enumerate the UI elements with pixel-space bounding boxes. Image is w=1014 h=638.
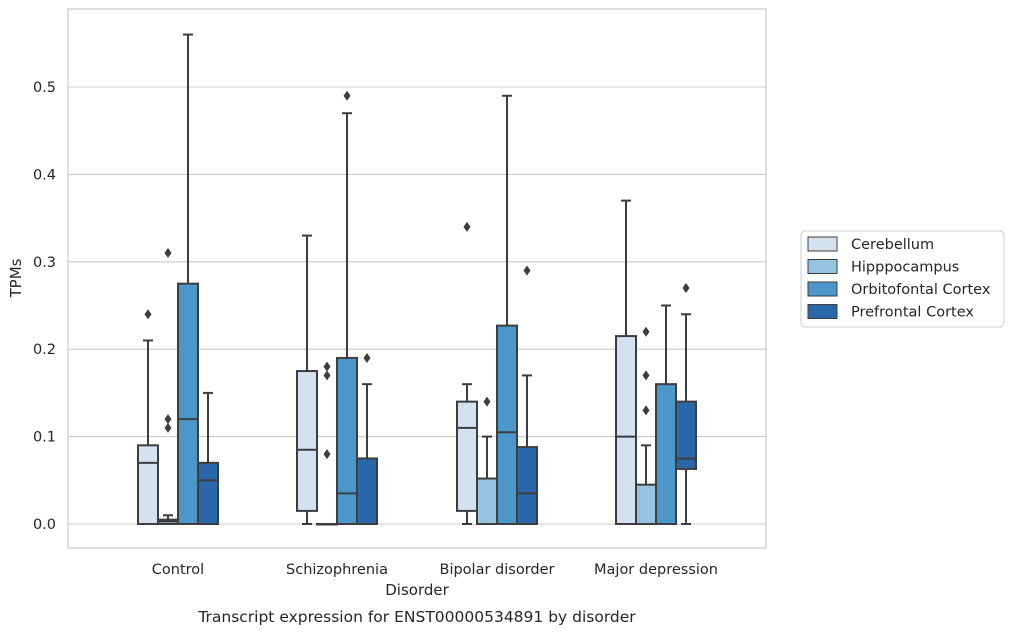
y-tick-labels: 0.0 0.1 0.2 0.3 0.4 0.5: [33, 80, 56, 533]
y-tick-label: 0.4: [33, 167, 56, 183]
x-tick-label: Schizophrenia: [286, 562, 388, 578]
legend-swatch: [807, 281, 838, 297]
box-orbitofontal-cortex-2: [496, 94, 518, 525]
outlier-point: [642, 370, 650, 381]
y-tick-label: 0.5: [33, 80, 56, 96]
outlier-point: [343, 90, 351, 101]
y-tick-label: 0.2: [33, 342, 56, 358]
outlier-point: [523, 265, 531, 276]
box-prefrontal-cortex-2: [516, 265, 538, 526]
outlier-point: [682, 283, 690, 294]
outlier-point: [144, 309, 152, 320]
box-body: [336, 356, 358, 525]
box-body: [197, 461, 219, 526]
legend-swatch: [807, 236, 838, 252]
legend-swatch: [807, 259, 838, 274]
box-body: [655, 383, 677, 525]
box-cerebellum-3: [615, 199, 637, 525]
box-body: [177, 282, 199, 525]
box-cerebellum-0: [137, 309, 159, 525]
legend: Cerebellum Hipppocampus Orbitofontal Corte…: [800, 230, 1005, 328]
outlier-point: [164, 422, 172, 433]
x-tick-label: Control: [152, 562, 204, 578]
box-body: [296, 370, 318, 512]
box-body: [635, 483, 657, 526]
legend-label: Cerebellum: [851, 237, 934, 253]
box-body: [137, 444, 159, 525]
outlier-point: [642, 326, 650, 337]
x-tick-labels: Control Schizophrenia Bipolar disorder Majo…: [152, 562, 718, 578]
outlier-point: [323, 361, 331, 372]
outlier-point: [164, 414, 172, 425]
box-orbitofontal-cortex-1: [336, 90, 358, 525]
outlier-point: [463, 221, 471, 232]
legend-label: Hipppocampus: [851, 260, 959, 276]
legend-swatch: [807, 304, 838, 319]
chart-caption: Transcript expression for ENST0000053489…: [197, 608, 636, 626]
y-tick-label: 0.3: [33, 255, 56, 271]
legend-frame: [800, 230, 1005, 328]
outlier-point: [483, 396, 491, 407]
box-body: [456, 400, 478, 512]
box-body: [516, 446, 538, 526]
box-body: [496, 324, 518, 525]
outlier-point: [164, 248, 172, 259]
box-body: [476, 477, 498, 525]
box-groups: [137, 33, 697, 526]
box-hipppocampus-2: [476, 396, 498, 525]
box-body: [675, 400, 697, 470]
outlier-point: [323, 370, 331, 381]
outlier-point: [363, 352, 371, 363]
y-tick-label: 0.0: [33, 517, 56, 533]
box-body: [615, 335, 637, 525]
y-tick-label: 0.1: [33, 430, 56, 446]
y-axis-label: TPMs: [7, 258, 25, 298]
box-cerebellum-2: [456, 221, 478, 525]
outlier-point: [642, 405, 650, 416]
legend-label: Prefrontal Cortex: [851, 305, 974, 321]
outlier-point: [323, 449, 331, 460]
x-tick-label: Major depression: [594, 562, 718, 578]
box-orbitofontal-cortex-0: [177, 33, 199, 525]
box-prefrontal-cortex-3: [675, 283, 697, 525]
box-cerebellum-1: [296, 234, 318, 525]
x-axis-label: Disorder: [385, 581, 449, 599]
x-tick-label: Bipolar disorder: [440, 562, 555, 578]
box-body: [356, 457, 378, 526]
legend-label: Orbitofontal Cortex: [851, 282, 991, 298]
box-hipppocampus-1: [316, 361, 338, 526]
box-prefrontal-cortex-0: [197, 391, 219, 526]
box-prefrontal-cortex-1: [356, 352, 378, 526]
